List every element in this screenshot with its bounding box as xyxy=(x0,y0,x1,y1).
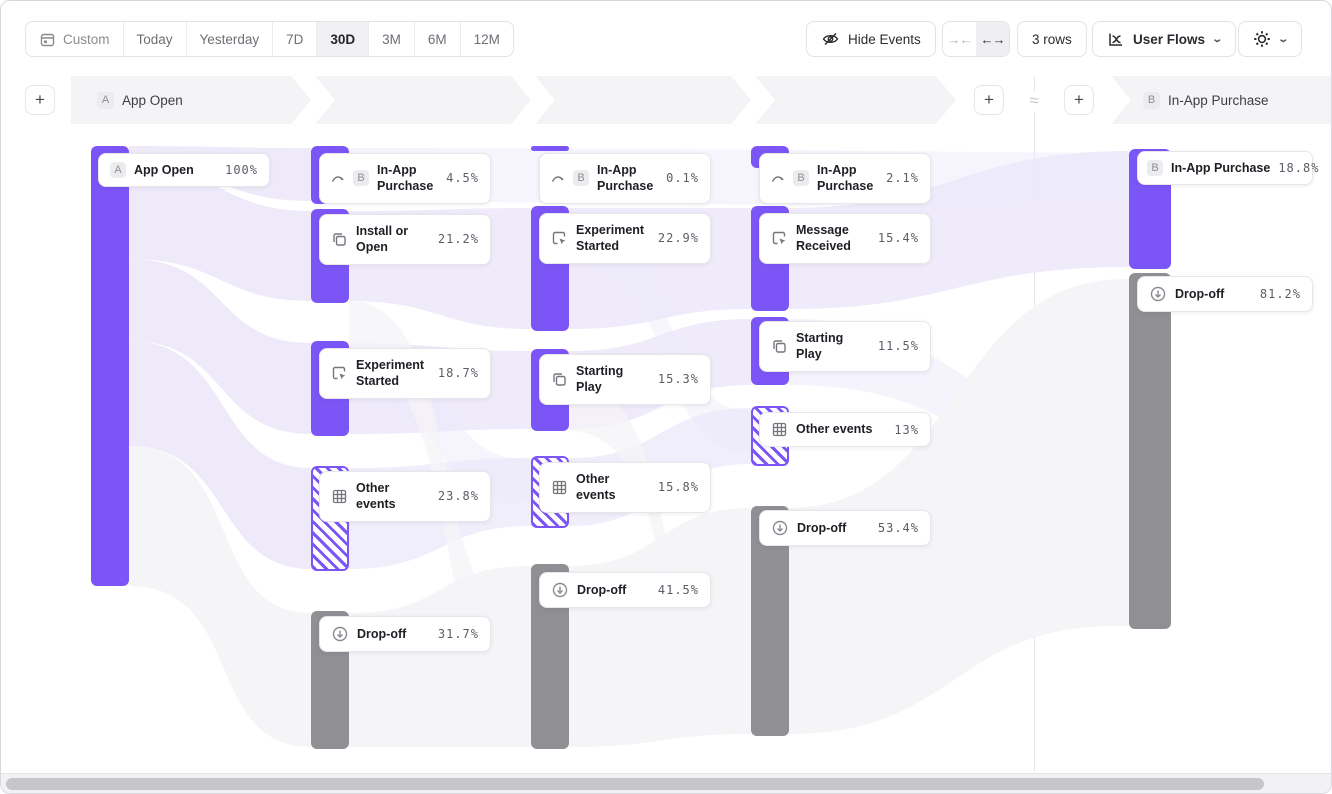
grid-icon xyxy=(331,488,348,505)
hide-events-button[interactable]: Hide Events xyxy=(806,21,936,57)
flow-node-card[interactable]: Starting Play 11.5% xyxy=(759,321,931,372)
collapse-icon: →← xyxy=(947,31,973,47)
horizontal-scrollbar[interactable] xyxy=(1,773,1331,793)
overlapping-squares-icon xyxy=(771,338,788,355)
click-box-icon xyxy=(771,230,788,247)
grid-icon xyxy=(771,421,788,438)
date-range-yesterday[interactable]: Yesterday xyxy=(187,22,274,56)
chevron-down-icon: ⌄ xyxy=(1211,33,1224,45)
flow-node-card[interactable]: Experiment Started 18.7% xyxy=(319,348,491,399)
collapse-expand-control: →← ←→ xyxy=(942,21,1010,57)
flow-bar[interactable] xyxy=(531,146,569,151)
date-range-7d[interactable]: 7D xyxy=(273,22,318,56)
chevron-down-icon: ⌄ xyxy=(1277,33,1290,45)
end-event-label: In-App Purchase xyxy=(1168,92,1269,108)
user-flows-icon xyxy=(1107,31,1125,48)
event-b-badge: B xyxy=(353,170,369,187)
trend-arrow-icon xyxy=(331,171,345,185)
flow-node-card[interactable]: Drop-off 81.2% xyxy=(1137,276,1313,312)
step-strip-3[interactable] xyxy=(535,76,751,124)
flow-node-card[interactable]: Drop-off 41.5% xyxy=(539,572,711,608)
rows-button[interactable]: 3 rows xyxy=(1017,21,1087,57)
overlapping-squares-icon xyxy=(331,231,348,248)
flow-node-card[interactable]: Other events 23.8% xyxy=(319,471,491,522)
add-end-step-button[interactable]: + xyxy=(1064,85,1094,115)
flow-node-card[interactable]: B In-App Purchase 18.8% xyxy=(1137,151,1318,186)
add-middle-step-button[interactable]: + xyxy=(974,85,1004,115)
date-range-12m[interactable]: 12M xyxy=(473,31,500,47)
eye-off-icon xyxy=(821,30,840,48)
grid-icon xyxy=(551,479,568,496)
flow-node-card[interactable]: Drop-off 53.4% xyxy=(759,510,931,546)
flow-node-card[interactable]: Other events 13% xyxy=(759,412,931,447)
event-a-badge: A xyxy=(110,162,126,179)
calendar-icon xyxy=(39,31,56,48)
date-range-30d[interactable]: 30D xyxy=(317,22,370,56)
approx-connector: ≈ xyxy=(1021,91,1047,111)
event-b-badge: B xyxy=(1147,160,1163,177)
overlapping-squares-icon xyxy=(551,371,568,388)
flow-bar-app-open[interactable] xyxy=(91,146,129,586)
settings-button[interactable]: ⌄ xyxy=(1238,21,1303,57)
gear-icon xyxy=(1253,30,1271,48)
event-b-badge: B xyxy=(793,170,809,187)
date-range-today[interactable]: Today xyxy=(124,22,187,56)
flow-node-card[interactable]: Message Received 15.4% xyxy=(759,213,931,264)
event-a-badge: A xyxy=(97,91,114,109)
flow-node-card[interactable]: B In-App Purchase 2.1% xyxy=(759,153,931,204)
flow-node-card[interactable]: Drop-off 31.7% xyxy=(319,616,491,652)
click-box-icon xyxy=(551,230,568,247)
flow-node-card[interactable]: Install or Open 21.2% xyxy=(319,214,491,265)
flow-node-card[interactable]: A App Open 100% xyxy=(98,153,270,188)
date-range-label: Custom xyxy=(63,31,110,47)
step-strip-2[interactable] xyxy=(315,76,531,124)
trend-arrow-icon xyxy=(771,171,785,185)
date-range-custom[interactable]: Custom xyxy=(26,22,124,56)
date-range-3m[interactable]: 3M xyxy=(369,22,415,56)
flow-node-card[interactable]: B In-App Purchase 0.1% xyxy=(539,153,711,204)
arrow-down-circle-icon xyxy=(1149,285,1167,303)
click-box-icon xyxy=(331,365,348,382)
expand-columns-button[interactable]: ←→ xyxy=(976,22,1009,56)
arrow-down-circle-icon xyxy=(771,519,789,537)
add-start-event-button[interactable]: + xyxy=(25,85,55,115)
collapse-columns-button[interactable]: →← xyxy=(943,22,976,56)
flow-node-card[interactable]: Starting Play 15.3% xyxy=(539,354,711,405)
date-range-control: Custom Today Yesterday 7D 30D 3M 6M 12M xyxy=(25,21,514,57)
flow-node-card[interactable]: Other events 15.8% xyxy=(539,462,711,513)
step-strip-4[interactable] xyxy=(755,76,956,124)
end-event-header: B In-App Purchase xyxy=(1143,76,1269,124)
arrow-down-circle-icon xyxy=(551,581,569,599)
hide-events-label: Hide Events xyxy=(848,31,921,47)
date-range-6m[interactable]: 6M xyxy=(415,22,461,56)
flow-node-card[interactable]: Experiment Started 22.9% xyxy=(539,213,711,264)
start-event-header: A App Open xyxy=(97,76,183,124)
trend-arrow-icon xyxy=(551,171,565,185)
expand-icon: ←→ xyxy=(980,31,1006,47)
flow-bar-drop-off[interactable] xyxy=(1129,273,1171,629)
steps-header: + A App Open + + B In-App Purchase xyxy=(1,76,1331,124)
scrollbar-thumb[interactable] xyxy=(6,778,1264,790)
view-selector-button[interactable]: User Flows ⌄ xyxy=(1092,21,1237,57)
rows-label: 3 rows xyxy=(1032,31,1072,47)
event-b-badge: B xyxy=(1143,91,1160,109)
event-b-badge: B xyxy=(573,170,589,187)
start-event-label: App Open xyxy=(122,92,183,108)
view-selector-label: User Flows xyxy=(1133,31,1206,47)
arrow-down-circle-icon xyxy=(331,625,349,643)
flow-node-card[interactable]: B In-App Purchase 4.5% xyxy=(319,153,491,204)
toolbar: Custom Today Yesterday 7D 30D 3M 6M 12M … xyxy=(1,1,1331,75)
